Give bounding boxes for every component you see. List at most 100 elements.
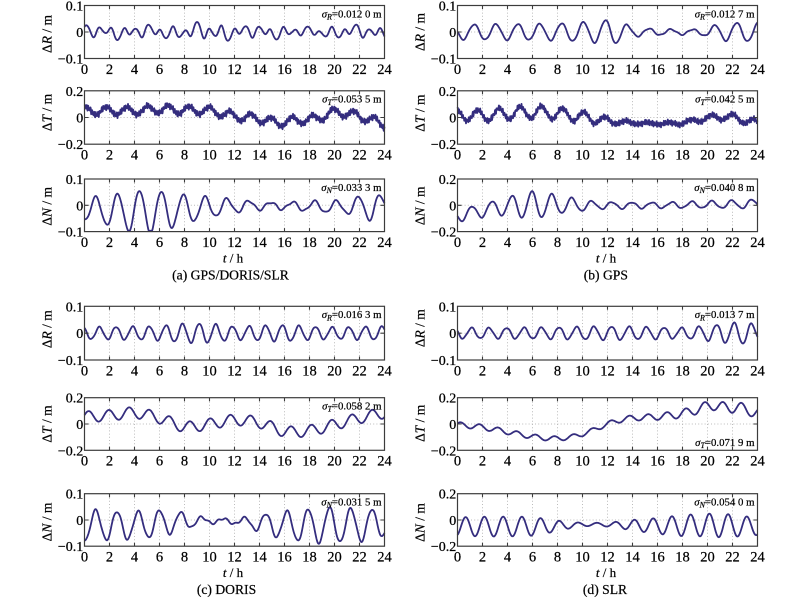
svg-text:8: 8 [181,363,188,379]
svg-text:6: 6 [529,363,536,379]
svg-text:18: 18 [675,62,690,78]
svg-text:ΔT / m: ΔT / m [40,93,55,131]
svg-text:0: 0 [76,26,83,41]
svg-text:2: 2 [479,148,486,164]
svg-text:0.2: 0.2 [66,392,84,407]
svg-text:18: 18 [302,363,317,379]
svg-text:22: 22 [352,454,367,470]
svg-text:0: 0 [454,62,461,78]
svg-text:12: 12 [227,550,242,566]
svg-text:0.2: 0.2 [66,85,84,100]
svg-text:22: 22 [725,454,740,470]
svg-text:12: 12 [600,62,615,78]
svg-text:0.1: 0.1 [66,488,84,503]
svg-text:(c) DORIS: (c) DORIS [197,582,256,598]
svg-text:24: 24 [750,235,765,251]
svg-text:−0.1: −0.1 [58,53,83,68]
svg-text:0: 0 [449,112,456,127]
svg-text:12: 12 [600,148,615,164]
svg-text:0.1: 0.1 [439,0,457,15]
svg-text:0: 0 [81,454,88,470]
svg-text:0: 0 [449,26,456,41]
svg-text:σT=0.042 5 m: σT=0.042 5 m [695,94,755,107]
svg-text:ΔN / m: ΔN / m [40,186,55,225]
svg-text:(d) SLR: (d) SLR [583,582,628,598]
svg-text:ΔT / m: ΔT / m [413,404,428,442]
svg-text:2: 2 [479,550,486,566]
svg-text:12: 12 [227,62,242,78]
svg-text:18: 18 [675,148,690,164]
svg-text:22: 22 [352,550,367,566]
svg-text:14: 14 [625,454,640,470]
svg-text:2: 2 [479,454,486,470]
svg-text:10: 10 [575,550,590,566]
svg-text:12: 12 [600,235,615,251]
svg-text:8: 8 [554,550,561,566]
svg-text:20: 20 [327,62,342,78]
svg-text:14: 14 [625,62,640,78]
svg-text:4: 4 [504,235,512,251]
svg-text:8: 8 [554,235,561,251]
svg-text:12: 12 [227,235,242,251]
svg-text:0: 0 [454,363,461,379]
svg-text:18: 18 [302,454,317,470]
svg-text:σN=0.040 8 m: σN=0.040 8 m [694,182,755,195]
svg-text:4: 4 [131,550,139,566]
svg-text:(a) GPS/DORIS/SLR: (a) GPS/DORIS/SLR [172,268,290,284]
svg-text:6: 6 [529,235,536,251]
svg-text:0: 0 [449,418,456,433]
svg-text:10: 10 [202,148,217,164]
svg-text:24: 24 [377,235,392,251]
svg-text:0: 0 [81,62,88,78]
svg-text:12: 12 [227,454,242,470]
svg-text:4: 4 [131,235,139,251]
svg-text:ΔT / m: ΔT / m [413,94,428,132]
svg-text:ΔR / m: ΔR / m [40,310,55,348]
svg-text:16: 16 [277,363,292,379]
svg-text:0.2: 0.2 [439,488,457,503]
svg-text:16: 16 [650,454,665,470]
svg-text:4: 4 [504,62,512,78]
svg-text:18: 18 [675,363,690,379]
svg-text:22: 22 [352,148,367,164]
svg-text:24: 24 [750,550,765,566]
svg-text:ΔR / m: ΔR / m [40,15,55,53]
svg-text:24: 24 [750,454,765,470]
svg-text:0: 0 [454,550,461,566]
svg-text:18: 18 [675,454,690,470]
svg-text:2: 2 [106,62,113,78]
svg-text:12: 12 [227,148,242,164]
svg-text:0: 0 [81,363,88,379]
svg-text:σR=0.013 7 m: σR=0.013 7 m [695,309,755,322]
svg-text:2: 2 [106,454,113,470]
svg-text:8: 8 [181,62,188,78]
svg-text:16: 16 [277,235,292,251]
svg-text:−0.1: −0.1 [431,53,456,68]
svg-text:2: 2 [106,148,113,164]
svg-text:8: 8 [554,62,561,78]
svg-text:24: 24 [377,550,392,566]
svg-text:24: 24 [377,363,392,379]
svg-text:20: 20 [327,550,342,566]
svg-text:2: 2 [479,235,486,251]
svg-text:24: 24 [377,62,392,78]
svg-text:6: 6 [529,454,536,470]
svg-text:24: 24 [377,454,392,470]
svg-text:8: 8 [554,148,561,164]
svg-text:σT=0.071 9 m: σT=0.071 9 m [695,437,755,450]
svg-text:8: 8 [181,550,188,566]
svg-text:6: 6 [156,62,163,78]
svg-text:σT=0.053 5 m: σT=0.053 5 m [322,94,382,107]
svg-text:12: 12 [600,363,615,379]
svg-text:20: 20 [700,235,715,251]
svg-text:14: 14 [625,235,640,251]
svg-text:6: 6 [156,148,163,164]
svg-text:−0.2: −0.2 [431,138,456,153]
svg-text:14: 14 [252,62,267,78]
svg-text:22: 22 [725,550,740,566]
svg-text:6: 6 [156,454,163,470]
svg-text:18: 18 [302,62,317,78]
svg-text:16: 16 [650,550,665,566]
svg-text:4: 4 [131,148,139,164]
svg-text:0.2: 0.2 [439,392,457,407]
